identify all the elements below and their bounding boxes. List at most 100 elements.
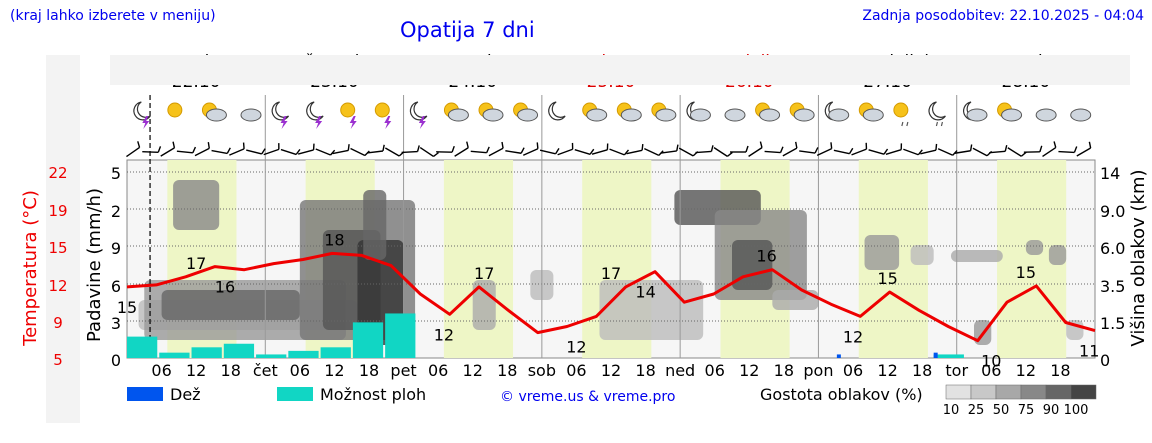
cloud-density-patch — [173, 180, 220, 230]
wind-barb-shaft — [315, 148, 331, 156]
precip-tick: 9 — [111, 239, 121, 258]
density-step-label: 50 — [993, 403, 1010, 418]
wind-barb-flag — [172, 141, 176, 149]
x-tick: 12 — [601, 361, 621, 380]
left-axis-panel — [46, 55, 80, 423]
temperature-label: 16 — [215, 278, 235, 297]
cloud-sun-icon — [651, 102, 677, 122]
wind-barb — [972, 147, 993, 157]
cloud-shape — [205, 108, 227, 122]
wind-barb-flag — [935, 143, 938, 151]
wind-barb-flag — [641, 143, 644, 151]
lightning-shape — [280, 116, 288, 129]
lightning-shape — [349, 116, 357, 129]
wind-barb-flag — [416, 145, 420, 152]
cloud-height-tick: 6.0 — [1100, 239, 1125, 258]
moon-fog-icon — [686, 101, 711, 122]
cloud-sun-icon — [789, 102, 815, 122]
wind-barb-flag — [726, 151, 733, 157]
wind-barb — [160, 141, 176, 157]
wind-barb — [851, 142, 868, 156]
wind-barb — [626, 143, 644, 155]
sun-shape — [167, 102, 183, 118]
wind-barb-flag — [1088, 141, 1092, 149]
density-step-label: 10 — [943, 403, 960, 418]
moon-lightning-icon — [271, 101, 290, 129]
wind-barb — [126, 141, 141, 158]
moon-lightning-icon — [133, 101, 151, 129]
density-swatch — [1020, 384, 1047, 400]
cloud-shape — [1070, 108, 1092, 122]
wind-barb-shaft — [903, 148, 919, 156]
density-swatch — [995, 384, 1022, 400]
wind-barb — [782, 141, 798, 157]
cloud-shape — [1035, 108, 1057, 122]
wind-barb-flag — [830, 142, 833, 149]
wind-barb-flag — [1039, 145, 1043, 153]
wind-barb-shaft — [609, 148, 625, 156]
wind-barb — [816, 142, 833, 157]
wind-barb-shaft — [972, 147, 988, 157]
density-step-label: 75 — [1018, 403, 1035, 418]
cloud-density-patch — [864, 235, 900, 270]
sun-shape — [340, 102, 356, 118]
cloud-sun-icon — [755, 102, 781, 122]
temp-tick: 5 — [53, 351, 63, 369]
wind-barb — [885, 143, 903, 156]
precip-tick: 0 — [111, 351, 121, 370]
temperature-label: 16 — [756, 247, 776, 266]
wind-barb-flag — [1053, 141, 1057, 148]
wind-barb-flag — [848, 147, 854, 155]
wind-barb — [315, 148, 336, 156]
wind-barb-flag — [347, 144, 350, 151]
wind-barb-flag — [623, 149, 630, 156]
wind-barb-flag — [295, 148, 301, 155]
precip-axis-title: Padavine (mm/h) — [84, 188, 105, 342]
wind-barb-shaft — [868, 149, 885, 155]
fog-sun-icon — [201, 102, 227, 122]
cloud-shape — [793, 108, 815, 122]
x-tick: 12 — [324, 361, 344, 380]
wind-barb-shaft — [799, 150, 816, 154]
x-tick: 12 — [1016, 361, 1036, 380]
temp-tick: 9 — [53, 314, 63, 332]
x-tick: ned — [665, 361, 695, 380]
wind-barb — [505, 147, 525, 154]
wind-barb — [280, 148, 301, 156]
shower-bar — [223, 343, 255, 358]
wind-barb-flag — [900, 143, 903, 150]
x-tick: 18 — [912, 361, 932, 380]
lightning-shape — [142, 116, 150, 129]
wind-barb-shaft — [748, 147, 763, 157]
cloud-shape — [689, 108, 711, 122]
wind-barb-flag — [589, 148, 595, 155]
location-hint[interactable]: (kraj lahko izberete v meniju) — [10, 8, 216, 24]
x-tick: 06 — [428, 361, 448, 380]
cloud-height-tick: 9.0 — [1100, 202, 1125, 221]
density-step-label: 100 — [1064, 403, 1089, 418]
wind-barb-shaft — [297, 149, 314, 155]
x-tick: čet — [253, 361, 278, 380]
wind-barb-flag — [692, 151, 699, 157]
cloud-shape — [240, 108, 262, 122]
wind-barb-shaft — [246, 149, 262, 155]
sun-shape — [893, 102, 909, 118]
wind-barb-shaft — [401, 150, 418, 154]
cloud-height-tick: 1.5 — [1100, 314, 1125, 333]
x-tick: 18 — [221, 361, 241, 380]
wind-barb — [142, 146, 162, 153]
wind-barb-shaft — [851, 148, 867, 156]
cloudy-icon — [240, 108, 262, 122]
showers-swatch — [277, 387, 313, 401]
wind-barb — [194, 142, 210, 157]
wind-barb-shaft — [1042, 146, 1057, 158]
precip-tick: 5 — [111, 164, 121, 183]
x-tick: 18 — [774, 361, 794, 380]
cloud-shape — [862, 108, 884, 122]
wind-barb — [695, 145, 714, 154]
temperature-label: 17 — [474, 264, 494, 283]
cloud-density-patch — [472, 280, 496, 330]
wind-barb — [454, 141, 469, 157]
shower-bar — [256, 354, 287, 358]
wind-barb — [799, 147, 819, 154]
